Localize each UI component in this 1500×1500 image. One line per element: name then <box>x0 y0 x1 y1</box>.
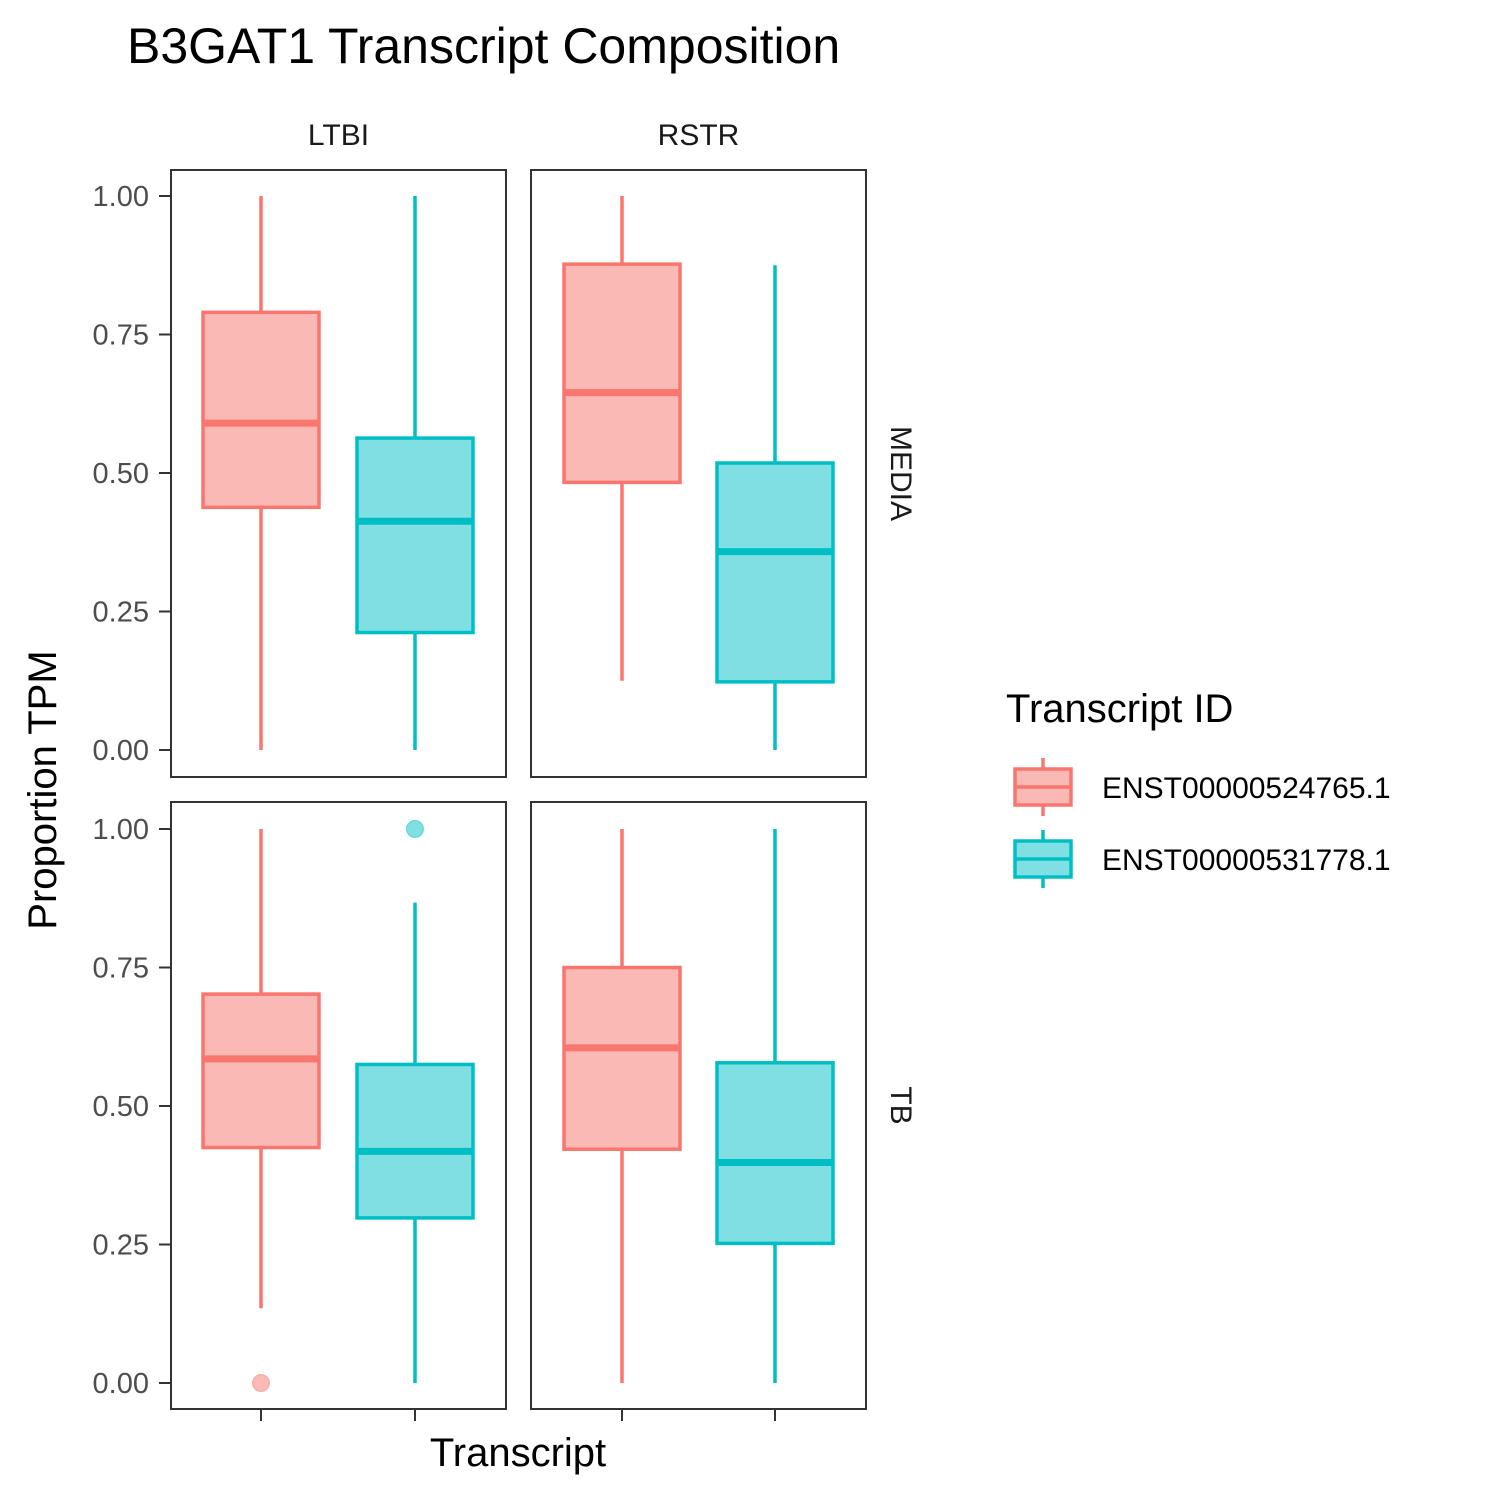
box-1 <box>562 196 682 681</box>
iqr-box <box>355 436 475 635</box>
legend-label: ENST00000524765.1 <box>1102 772 1391 805</box>
y-tick-label: 0.50 <box>93 458 149 490</box>
y-axis-title: Proportion TPM <box>21 650 65 929</box>
facet-row-label: TB <box>884 1086 917 1124</box>
facet-row-label: MEDIA <box>884 426 917 521</box>
iqr-box <box>715 461 835 684</box>
y-tick-label: 0.00 <box>93 1368 149 1400</box>
facet-col-label: RSTR <box>658 119 740 152</box>
y-tick-label: 0.50 <box>93 1091 149 1123</box>
box-2 <box>355 196 475 750</box>
panels-layer: LTBI RSTRMEDIATB0.000.250.500.751.000.000… <box>93 119 917 1421</box>
iqr-box <box>201 992 321 1150</box>
outlier-point <box>252 1374 270 1392</box>
panel-ltbi-media <box>170 169 507 778</box>
legend-entries: ENST00000524765.1 ENST00000531778.1 <box>1013 758 1391 888</box>
y-tick-label: 0.25 <box>93 597 149 629</box>
x-axis-title: Transcript <box>430 1431 606 1475</box>
y-tick-label: 0.00 <box>93 735 149 767</box>
panel-ltbi-tb <box>170 801 507 1410</box>
iqr-box <box>355 1062 475 1220</box>
y-tick-label: 1.00 <box>93 181 149 213</box>
legend-entry-1: ENST00000524765.1 <box>1013 758 1391 816</box>
chart-title: B3GAT1 Transcript Composition <box>127 18 840 74</box>
iqr-box <box>201 310 321 510</box>
facet-col-label: LTBI <box>308 119 369 152</box>
outlier-point <box>406 820 424 838</box>
y-tick-label: 0.25 <box>93 1230 149 1262</box>
panel-border <box>530 801 867 1410</box>
legend-key <box>1013 758 1073 816</box>
panel-border <box>530 169 867 778</box>
legend-title: Transcript ID <box>1006 687 1233 731</box>
box-1 <box>201 829 321 1392</box>
iqr-box <box>562 965 682 1151</box>
y-tick-label: 1.00 <box>93 814 149 846</box>
y-axis-media: 0.00 0.25 0.50 0.75 1.00 <box>93 181 171 767</box>
y-tick-label: 0.75 <box>93 320 149 352</box>
iqr-box <box>715 1061 835 1246</box>
iqr-box <box>562 262 682 485</box>
y-axis-tb: 0.00 0.25 0.50 0.75 1.00 <box>93 814 171 1400</box>
legend-entry-2: ENST00000531778.1 <box>1013 830 1391 888</box>
y-tick-label: 0.75 <box>93 953 149 985</box>
box-2 <box>355 820 475 1383</box>
panel-rstr-tb <box>530 801 867 1410</box>
box-1 <box>562 829 682 1383</box>
panel-rstr-media <box>530 169 867 778</box>
box-2 <box>715 829 835 1383</box>
legend-key <box>1013 830 1073 888</box>
box-1 <box>201 196 321 750</box>
box-2 <box>715 265 835 750</box>
legend-label: ENST00000531778.1 <box>1102 844 1391 877</box>
legend: Transcript ID ENST00000524765.1ENST00000… <box>1006 687 1391 888</box>
